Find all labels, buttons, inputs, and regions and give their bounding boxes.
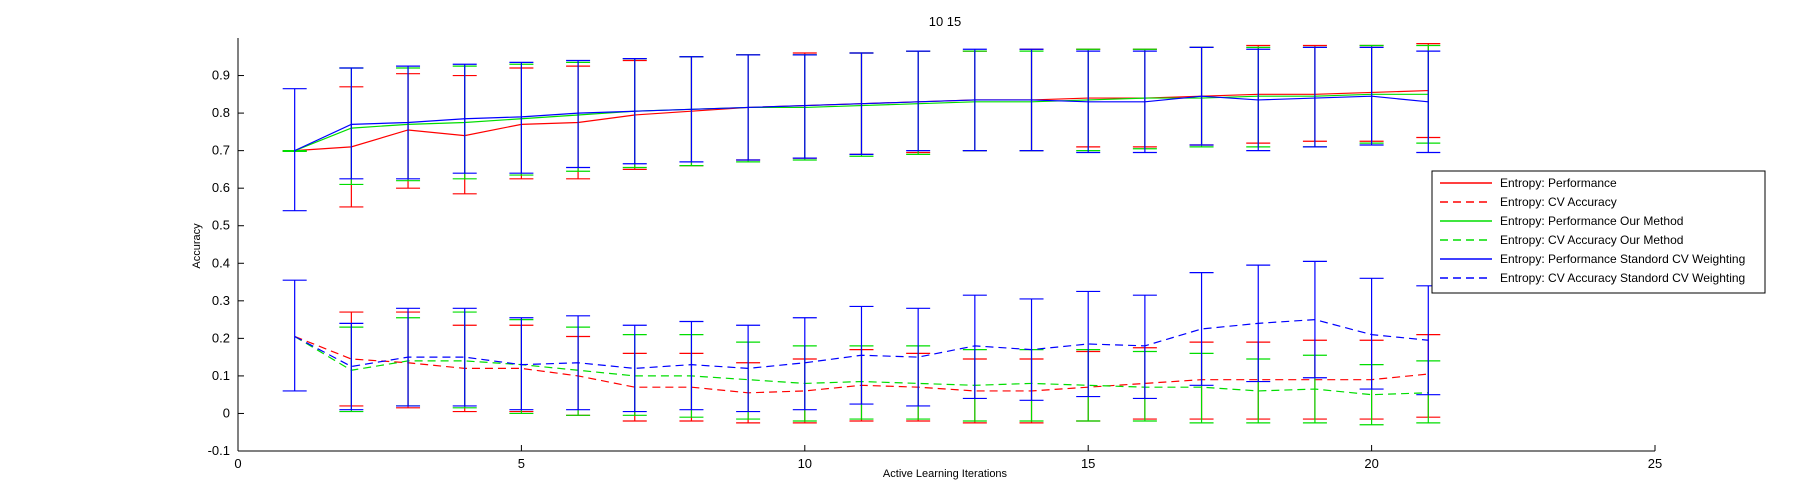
y-tick-label: 0.2 [212,330,230,345]
y-tick-label: 0.3 [212,293,230,308]
x-tick-label: 10 [798,456,812,471]
x-tick-label: 15 [1081,456,1095,471]
legend-entry: Entropy: Performance [1500,176,1617,190]
y-tick-label: 0 [223,405,230,420]
plot-area: 0 5 10 15 20 25 -0.1 0 0.1 0.2 0.3 0.4 0.5 0.6 0.7 0.8 0… [208,38,1662,471]
legend-entry: Entropy: Performance Our Method [1500,214,1683,228]
legend-entry: Entropy: CV Accuracy Standord CV Weighti… [1500,271,1745,285]
x-tick-label: 25 [1648,456,1662,471]
legend-box [1431,170,1766,294]
x-axis-label: Active Learning Iterations [883,468,1008,480]
series-line [294,318,1429,370]
x-tick-label: 5 [518,456,525,471]
legend-entry: Entropy: CV Accuracy Our Method [1500,233,1683,247]
series-line [294,95,1429,152]
y-tick-label: 0.8 [212,105,230,120]
x-tick-label: 20 [1364,456,1378,471]
x-tick-label: 0 [234,456,241,471]
y-axis-label: Accuracy [191,223,203,269]
y-tick-label: 0.6 [212,180,230,195]
legend-entry: Entropy: CV Accuracy [1500,195,1617,209]
y-tick-label: 0.4 [212,255,230,270]
y-tick-label: 0.7 [212,143,230,158]
chart-title: 10 15 [929,14,962,29]
legend: Entropy: Performance Entropy: CV Accuracy… [1431,170,1766,294]
y-tick-label: 0.1 [212,368,230,383]
y-tick-label: -0.1 [208,443,230,458]
y-tick-label: 0.9 [212,68,230,83]
legend-entry: Entropy: Performance Standord CV Weighti… [1500,252,1745,266]
y-tick-label: 0.5 [212,218,230,233]
